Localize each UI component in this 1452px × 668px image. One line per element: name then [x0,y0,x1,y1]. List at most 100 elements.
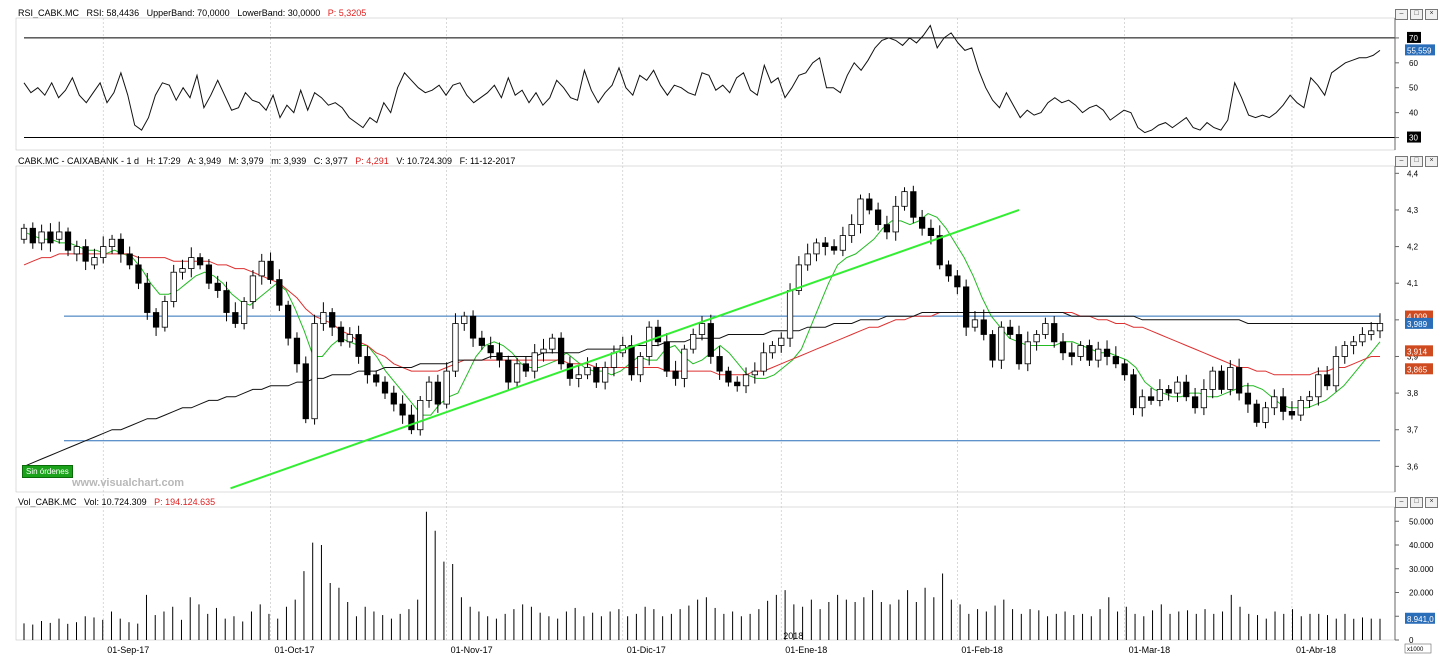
vol-tick-label: 50.000 [1409,517,1434,526]
candle-body [302,363,309,420]
candle-body [734,381,741,387]
candle-body [725,370,732,383]
candle-body [232,312,239,324]
vol-last-label: 8.941,0 [1407,615,1434,624]
candle-body [443,370,450,405]
candle-body [276,279,283,306]
candle-body [971,319,979,328]
candle-body [1315,374,1322,398]
candle-body [910,191,917,218]
candle-body [1368,330,1375,335]
candle-body [1139,396,1146,409]
price-label-box [1405,345,1433,357]
candle-body [29,227,36,244]
candle-body [64,231,72,251]
candle-body [126,253,133,266]
candle-body [20,227,28,240]
candle-body [892,205,899,233]
candle-body [690,334,697,350]
rsi-header: RSI_CABK.MC RSI: 58,4436 UpperBand: 70,0… [18,8,371,18]
volume-panel [23,511,1381,640]
candle-body [1227,367,1234,390]
candle-body [963,286,970,328]
candle-body [795,264,802,291]
candle-body [919,216,926,229]
candle-body [786,290,794,339]
price-label: 3,914 [1407,347,1428,356]
candle-body [1015,334,1023,365]
candle-body [100,246,107,258]
minimize-icon[interactable]: – [1395,497,1408,508]
candle-body [822,242,829,247]
candle-body [452,323,459,372]
candle-body [1341,345,1348,357]
rsi-upper: UpperBand: 70,0000 [146,8,230,18]
close-icon[interactable]: × [1425,9,1438,20]
candle-body [980,319,987,335]
candle-body [698,323,706,335]
maximize-icon[interactable]: □ [1410,9,1423,20]
candle-body [1059,341,1067,354]
candle-body [1077,345,1084,357]
price-label: 3,865 [1407,365,1428,374]
rsi-tick-label: 70 [1409,34,1418,43]
candle-body [478,337,485,346]
rsi-p: P: 5,3205 [327,8,367,18]
vol-unit-label: x1000 [1407,647,1424,653]
candle-body [285,304,292,339]
maximize-icon[interactable]: □ [1410,156,1423,167]
candle-body [56,231,63,240]
candle-body [108,238,116,247]
price-label-box [1405,363,1433,375]
candle-body [196,257,204,266]
close-icon[interactable]: × [1425,156,1438,167]
price-header: CABK.MC - CAIXABANK - 1 d H: 17:29 A: 3,… [18,156,520,166]
status-badge: Sin órdenes [22,465,73,478]
price-tick-label: 3,8 [1407,389,1419,398]
candle-body [778,337,785,346]
price-a: A: 3,949 [187,156,222,166]
candle-body [1350,341,1357,346]
watermark: www.visualchart.com [72,477,185,489]
candle-body [1262,407,1269,423]
candle-body [1200,389,1208,409]
price-tick-label: 4,4 [1407,169,1419,178]
candle-body [1112,356,1119,365]
candle-body [320,312,327,324]
candle-body [954,275,961,288]
candle-body [91,257,98,266]
candle-body [522,363,530,372]
candle-body [531,352,538,372]
candle-body [998,326,1005,361]
trend-line [230,209,1020,490]
rsi-last-label: 55,559 [1407,46,1432,55]
rsi-tick-label: 30 [1409,134,1418,143]
candle-body [73,246,80,255]
x-tick-label: 01-Dic-17 [627,645,666,655]
candle-body [1103,348,1111,357]
candle-body [513,363,521,383]
candle-body [241,301,248,324]
candle-body [1359,334,1366,343]
candle-body [329,312,336,328]
candle-body [1130,374,1137,409]
rsi-window-buttons: – □ × [1395,9,1438,20]
panel-frame-vol [15,506,1396,641]
price-panel [20,185,1384,490]
candle-body [1253,403,1260,423]
candle-body [373,374,380,383]
minimize-icon[interactable]: – [1395,156,1408,167]
price-tick-label: 4,2 [1407,243,1419,252]
vol-value: Vol: 10.724.309 [84,497,147,507]
minimize-icon[interactable]: – [1395,9,1408,20]
vol-p: P: 194.124.635 [154,497,216,507]
candle-body [487,345,494,354]
candle-body [989,334,996,361]
candle-body [434,381,441,405]
candle-body [179,268,186,273]
close-icon[interactable]: × [1425,497,1438,508]
rsi-name: RSI_CABK.MC [18,8,80,18]
maximize-icon[interactable]: □ [1410,497,1423,508]
candle-body [505,359,512,383]
